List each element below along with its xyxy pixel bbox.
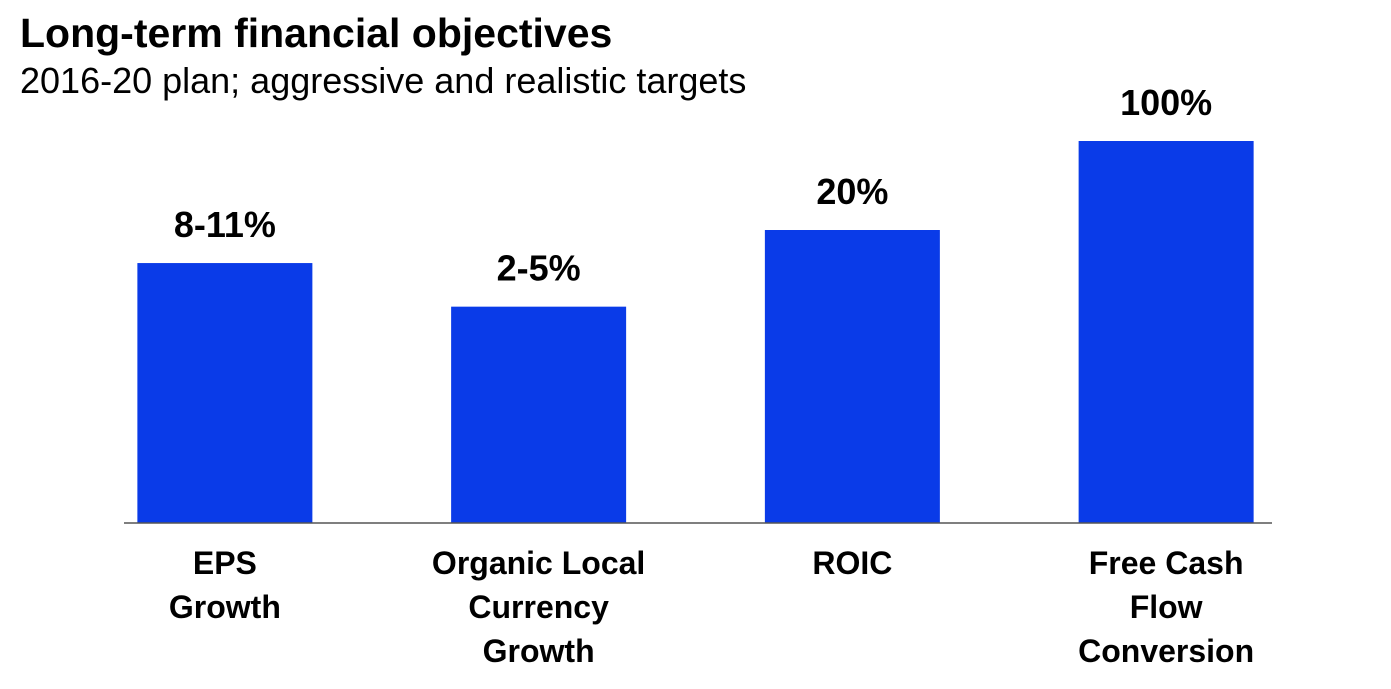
chart-subtitle: 2016-20 plan; aggressive and realistic t… xyxy=(20,60,747,101)
chart-title: Long-term financial objectives xyxy=(20,10,613,56)
value-label: 20% xyxy=(816,171,888,212)
x-tick-label: Organic Local Currency Growth xyxy=(431,545,646,669)
x-tick-label: Free Cash Flow Conversion xyxy=(1078,545,1255,669)
value-label: 100% xyxy=(1120,82,1212,123)
x-tick-label: EPS Growth xyxy=(168,545,281,625)
value-label: 2-5% xyxy=(497,248,581,289)
bar xyxy=(1078,141,1254,523)
bar xyxy=(764,230,940,523)
x-tick-label: ROIC xyxy=(812,545,893,581)
bar xyxy=(451,306,627,523)
bar xyxy=(137,263,313,523)
value-label: 8-11% xyxy=(174,204,276,245)
